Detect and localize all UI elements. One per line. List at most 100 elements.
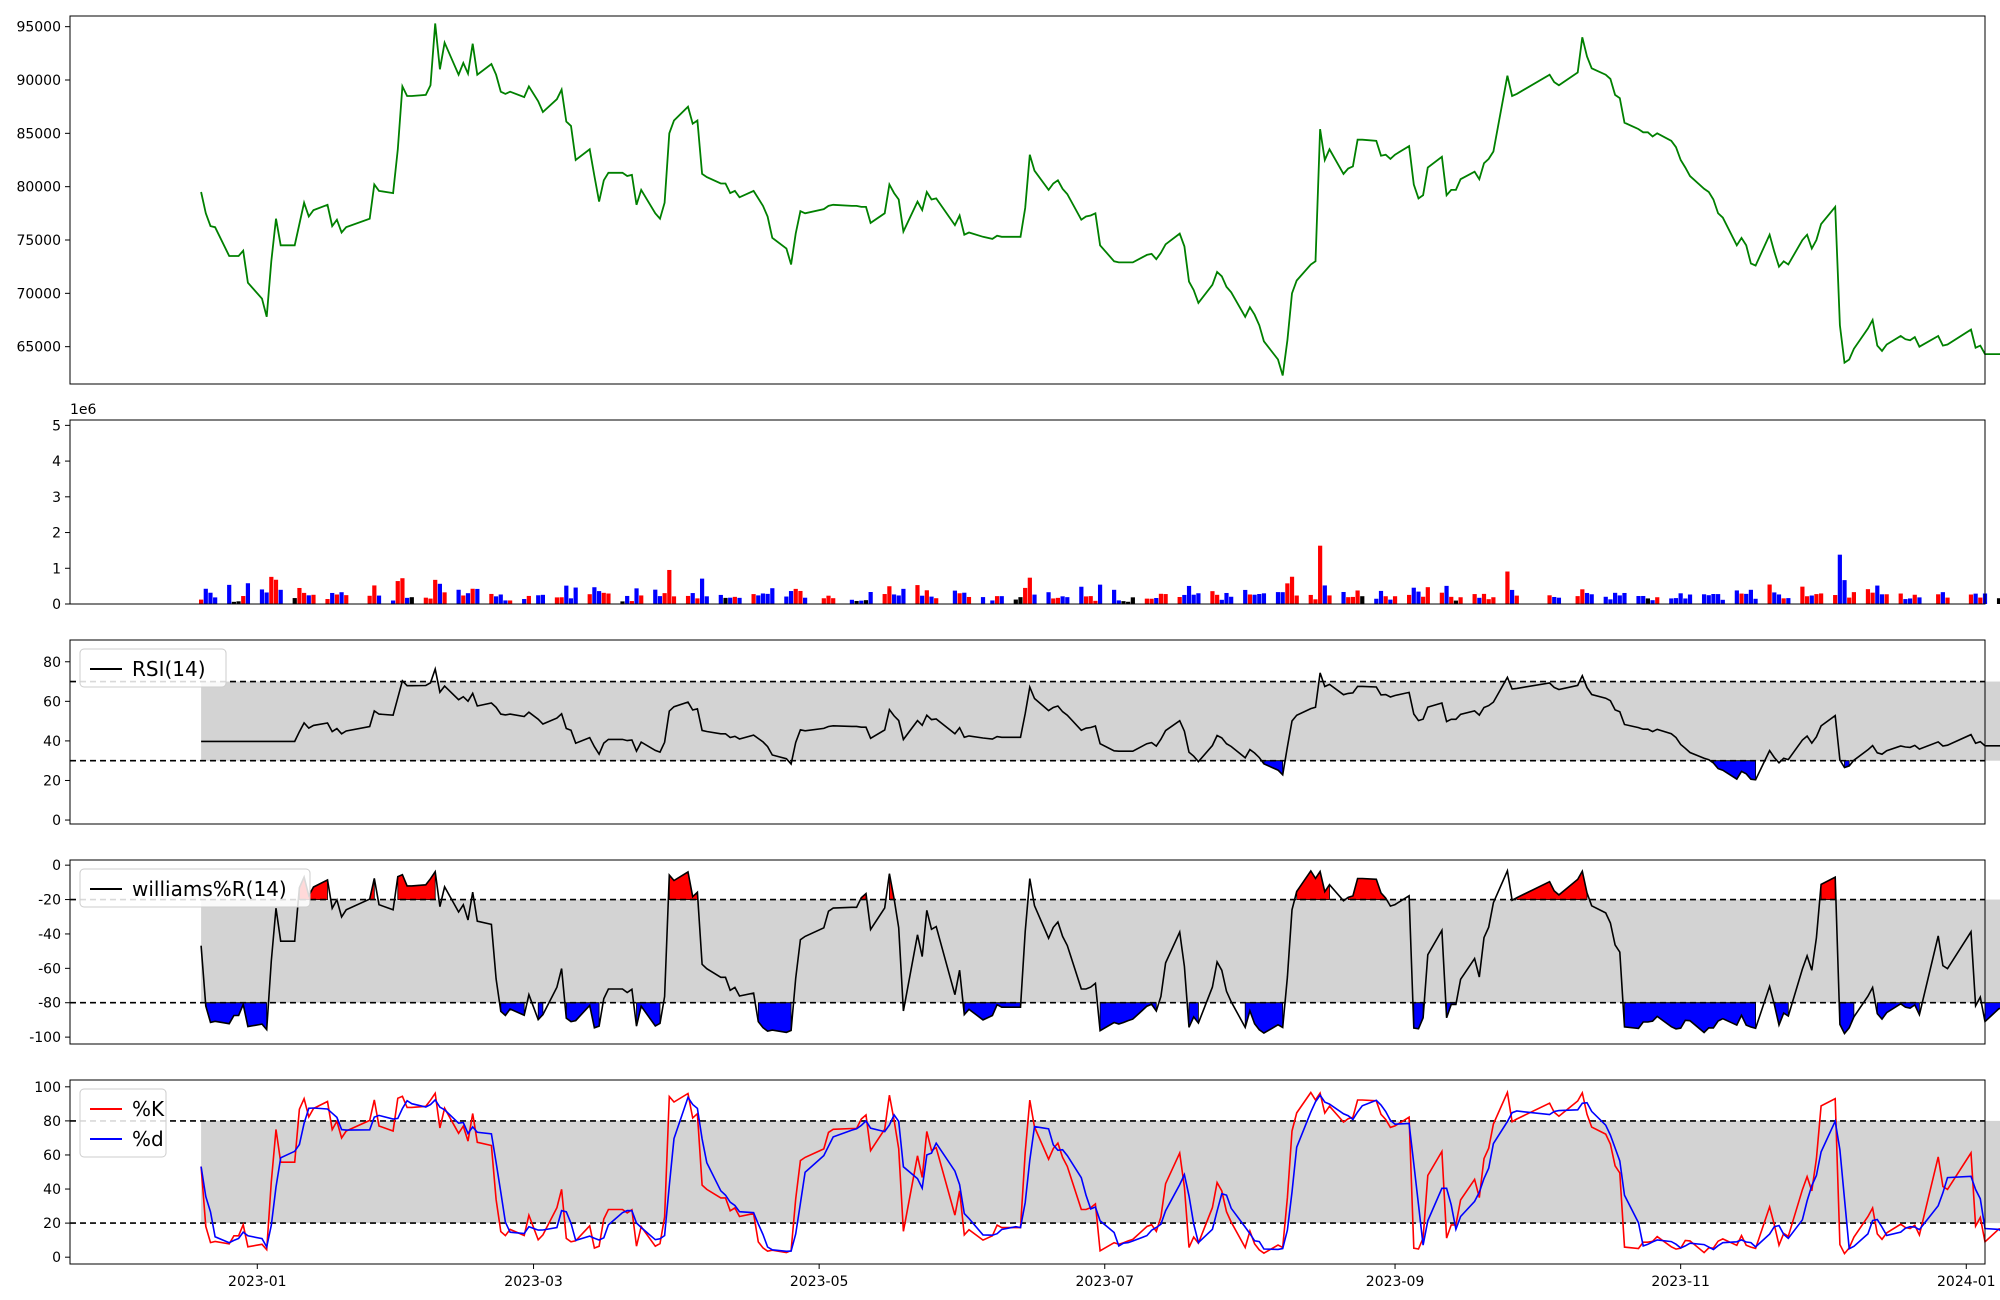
volume-bar [1837, 554, 1842, 604]
volume-bar [1907, 598, 1913, 604]
volume-bar [1739, 593, 1744, 604]
volume-bar [1055, 597, 1061, 604]
volume-bar [1027, 577, 1032, 604]
volume-bar [737, 597, 742, 604]
volume-bar [1355, 590, 1360, 604]
volume-bar [962, 592, 967, 604]
volume-bar [1800, 586, 1805, 604]
volume-bar [728, 597, 733, 604]
volume-bar [1116, 600, 1121, 604]
legend: williams%R(14) [79, 868, 311, 908]
volume-bar [1308, 594, 1313, 604]
volume-bar [952, 590, 958, 604]
volume-bar [465, 593, 471, 604]
y-tick-label: 4 [52, 454, 61, 470]
volume-bar [433, 579, 438, 604]
volume-bar [1847, 597, 1852, 604]
volume-bar [849, 599, 855, 604]
volume-bar [1584, 592, 1590, 604]
x-tick-label: 2023-07 [1076, 1274, 1135, 1290]
volume-bar [306, 595, 311, 604]
volume-bar [1617, 595, 1622, 604]
volume-bar [1350, 596, 1356, 604]
volume-bar [920, 595, 925, 604]
volume-bar [405, 597, 410, 604]
volume-bar [573, 587, 578, 604]
volume-bar [367, 595, 372, 604]
volume-bar [540, 594, 545, 604]
volume-bar [1449, 596, 1454, 604]
volume-bar [1247, 594, 1253, 604]
volume-bar [596, 591, 602, 604]
k-line [200, 1089, 2000, 1256]
legend-box [79, 648, 227, 688]
volume-bar [278, 589, 283, 604]
volume-bar [667, 569, 672, 604]
volume-bar [854, 600, 859, 604]
volume-bar [1018, 597, 1023, 604]
volume-bar [994, 596, 1000, 604]
volume-bar [461, 595, 466, 604]
volume-bar [1444, 585, 1449, 604]
volume-bar [1144, 598, 1149, 604]
legend: %K %d [79, 1088, 167, 1158]
volume-panel: 0 1 2 3 4 5 1e6 [52, 402, 2000, 613]
volume-bar [1744, 593, 1749, 604]
volume-bar [1130, 597, 1135, 604]
volume-bar [1603, 596, 1608, 604]
y-tick-label: 1 [52, 561, 61, 577]
volume-bar [1294, 595, 1299, 604]
y-tick-label: 90000 [16, 73, 61, 89]
volume-bar [601, 592, 606, 604]
volume-bar [1425, 587, 1430, 604]
volume-bar [1645, 598, 1650, 604]
volume-bar [718, 594, 723, 604]
volume-bar [1903, 599, 1908, 604]
volume-bar [269, 576, 274, 604]
y-tick-label: 0 [52, 1250, 61, 1266]
volume-bar [1776, 594, 1782, 604]
y-tick-label: 5 [52, 418, 61, 434]
volume-bar [695, 598, 700, 604]
y-tick-label: 100 [34, 1080, 61, 1096]
volume-bar [639, 595, 644, 604]
volume-bar [1767, 584, 1772, 604]
volume-bar [1804, 596, 1810, 604]
volume-bar [1275, 592, 1281, 604]
volume-bar [1121, 601, 1126, 604]
volume-bar [1374, 598, 1379, 604]
legend-label: %K [132, 1097, 165, 1121]
volume-bar [980, 597, 986, 604]
volume-bar [1884, 594, 1889, 604]
volume-bar [1411, 587, 1416, 604]
volume-bar [1851, 592, 1856, 604]
volume-bar [1968, 594, 1974, 604]
volume-bar [273, 579, 279, 604]
axes-frame [69, 639, 1986, 825]
volume-bar [1313, 599, 1318, 604]
volume-bar [793, 588, 798, 604]
volume-bar [653, 589, 658, 604]
volume-bar [1552, 596, 1557, 604]
volume-bar [334, 594, 339, 604]
volume-bar [1378, 590, 1384, 604]
volume-bar [508, 600, 513, 604]
volume-bar [634, 588, 639, 604]
volume-bar [1224, 592, 1229, 604]
axes-frame [69, 859, 1986, 1045]
volume-bar [1280, 592, 1285, 604]
volume-bar [1261, 593, 1267, 604]
volume-bar [1514, 595, 1519, 604]
y-tick-label: 3 [52, 490, 61, 506]
threshold-band [201, 1120, 2000, 1224]
volume-bar [1439, 592, 1444, 604]
volume-bar [1547, 595, 1552, 604]
volume-bar [409, 597, 414, 604]
y-tick-label: 0 [52, 813, 61, 829]
y-tick-label: 60 [43, 694, 61, 710]
y-tick-label: -40 [38, 927, 61, 943]
volume-bar [784, 596, 789, 604]
volume-bar [568, 598, 574, 604]
d-line [200, 1093, 2000, 1253]
volume-bar [765, 593, 770, 604]
